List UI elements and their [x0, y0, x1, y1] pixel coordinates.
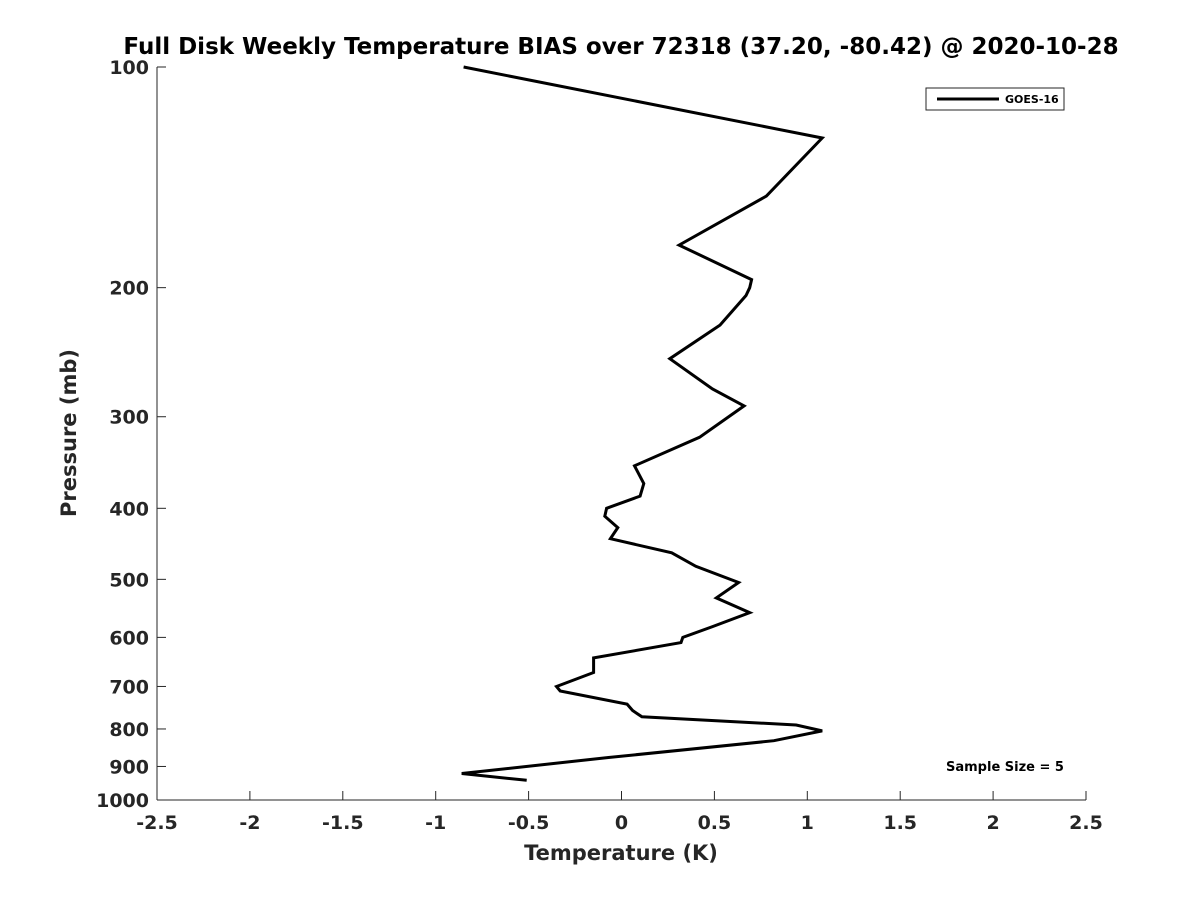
- y-tick-label: 800: [109, 719, 149, 741]
- x-tick-label: 1: [801, 812, 814, 834]
- y-tick-label: 200: [109, 278, 149, 300]
- x-tick-label: -0.5: [508, 812, 550, 834]
- x-tick-label: 1.5: [883, 812, 917, 834]
- y-tick-label: 600: [109, 627, 149, 649]
- x-tick-label: -1: [425, 812, 446, 834]
- sample-size-annotation: Sample Size = 5: [946, 760, 1064, 775]
- x-tick-label: -2.5: [136, 812, 178, 834]
- series-line-goes-16: [461, 65, 826, 782]
- x-tick-label: 0.5: [698, 812, 732, 834]
- x-ticks: -2.5 -2 -1.5 -1 -0.5 0 0.5 1 1.5 2 2.5: [136, 791, 1103, 834]
- legend-label-goes-16: GOES-16: [1005, 93, 1059, 106]
- x-tick-label: 0: [615, 812, 628, 834]
- x-axis-label: Temperature (K): [524, 841, 718, 865]
- y-tick-label: 500: [109, 569, 149, 591]
- y-axis-label: Pressure (mb): [57, 349, 81, 517]
- y-tick-label: 700: [109, 676, 149, 698]
- x-tick-label: 2: [986, 812, 999, 834]
- x-tick-label: -2: [239, 812, 260, 834]
- axes: [156, 67, 1086, 801]
- y-tick-label: 1000: [96, 790, 149, 812]
- x-tick-label: -1.5: [322, 812, 364, 834]
- y-tick-label: 900: [109, 756, 149, 778]
- x-tick-label: 2.5: [1069, 812, 1103, 834]
- plot-area: [461, 65, 826, 782]
- y-tick-label: 100: [109, 57, 149, 79]
- y-tick-label: 300: [109, 407, 149, 429]
- y-tick-label: 400: [109, 498, 149, 520]
- legend: GOES-16: [925, 87, 1065, 111]
- y-ticks: 100 200 300 400 500 600 700 800 900 1000: [96, 57, 166, 812]
- chart-title: Full Disk Weekly Temperature BIAS over 7…: [123, 34, 1118, 60]
